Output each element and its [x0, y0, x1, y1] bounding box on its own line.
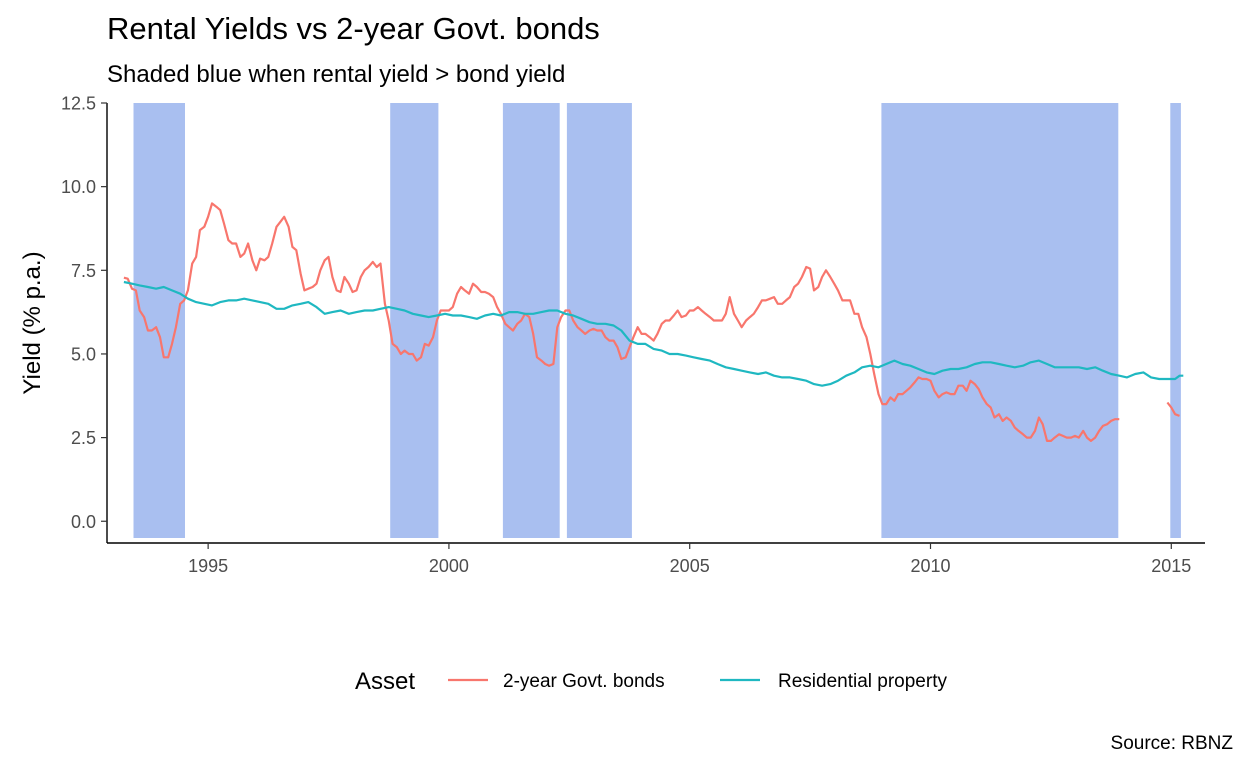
shaded-regions — [133, 103, 1181, 538]
legend-title: Asset — [355, 668, 415, 695]
series-line-1-seg-0 — [123, 280, 1184, 387]
shaded-region-5 — [1170, 103, 1181, 538]
legend-label-property: Residential property — [778, 671, 947, 692]
y-axis-title: Yield (% p.a.) — [19, 251, 46, 394]
y-tick-label: 2.5 — [71, 428, 96, 448]
x-tick-label: 2000 — [429, 556, 469, 576]
chart-title: Rental Yields vs 2-year Govt. bonds — [107, 11, 600, 46]
shaded-region-2 — [502, 103, 560, 538]
y-tick-label: 12.5 — [61, 94, 96, 114]
x-tick-label: 1995 — [188, 556, 228, 576]
series-line-0-seg-0 — [123, 202, 1120, 442]
x-tick-label: 2015 — [1151, 556, 1191, 576]
y-tick-label: 0.0 — [71, 512, 96, 532]
y-tick-label: 7.5 — [71, 261, 96, 281]
x-axis-ticks: 1995 2000 2005 2010 2015 — [188, 543, 1191, 576]
y-tick-label: 5.0 — [71, 344, 96, 364]
x-tick-label: 2005 — [670, 556, 710, 576]
y-tick-label: 10.0 — [61, 177, 96, 197]
legend: Asset 2-year Govt. bonds Residential pro… — [355, 668, 947, 695]
shaded-region-1 — [390, 103, 439, 538]
series-line-0-seg-1 — [1166, 401, 1180, 417]
legend-label-bonds: 2-year Govt. bonds — [503, 671, 665, 692]
chart-subtitle: Shaded blue when rental yield > bond yie… — [107, 61, 565, 88]
shaded-region-4 — [881, 103, 1119, 538]
source-caption: Source: RBNZ — [1111, 733, 1234, 754]
y-axis-ticks: 0.0 2.5 5.0 7.5 10.0 12.5 — [61, 94, 107, 532]
shaded-region-3 — [566, 103, 632, 538]
series-lines — [123, 202, 1184, 442]
x-tick-label: 2010 — [910, 556, 950, 576]
